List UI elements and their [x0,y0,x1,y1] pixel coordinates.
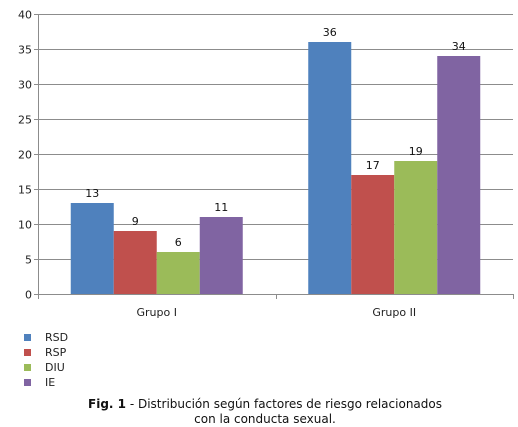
bar-chart: 0 5 10 15 20 25 30 35 40 13 9 6 11 Grupo I 36 17 19 34 Gr… [18,9,514,319]
x-category-label: Grupo I [137,306,177,319]
y-tick-label: 25 [18,114,32,127]
axes: 0 5 10 15 20 25 30 35 40 [18,9,514,302]
legend-item: DIU [24,360,68,375]
figure-caption: Fig. 1 - Distribución según factores de … [60,397,470,427]
legend-item: RSD [24,330,68,345]
legend-swatch [24,349,31,356]
bar-ie-2 [437,56,481,294]
data-label: 13 [85,187,99,200]
bar-rsp-1 [113,231,157,294]
bar-diu-1 [156,252,200,294]
data-label: 19 [409,145,423,158]
legend-swatch [24,379,31,386]
data-label: 36 [323,26,337,39]
y-tick-label: 20 [18,149,32,162]
labels: 13 9 6 11 Grupo I 36 17 19 34 Grupo II [85,26,466,319]
legend-label: IE [45,376,56,389]
caption-text: - Distribución según factores de riesgo … [126,397,442,411]
y-tick-label: 5 [25,254,32,267]
y-tick-label: 15 [18,184,32,197]
legend-label: RSP [45,346,67,359]
bar-rsd-2 [308,42,352,294]
y-tick-label: 10 [18,219,32,232]
caption-fig-label: Fig. 1 [88,397,127,411]
bars [70,42,481,294]
legend-item: IE [24,375,68,390]
chart-legend: RSD RSP DIU IE [24,330,68,390]
data-label: 17 [366,159,380,172]
legend-swatch [24,334,31,341]
data-label: 34 [452,40,466,53]
bar-rsd-1 [70,203,114,294]
y-tick-label: 0 [25,289,32,302]
bar-rsp-2 [351,175,395,294]
legend-label: DIU [45,361,65,374]
y-tick-label: 40 [18,9,32,22]
data-label: 6 [175,236,182,249]
data-label: 9 [132,215,139,228]
grid-lines [38,14,513,260]
caption-line2: con la conducta sexual. [194,412,336,426]
legend-label: RSD [45,331,69,344]
x-category-label: Grupo II [372,306,416,319]
legend-swatch [24,364,31,371]
y-tick-label: 30 [18,79,32,92]
bar-diu-2 [394,161,438,294]
legend-item: RSP [24,345,68,360]
y-tick-label: 35 [18,44,32,57]
bar-ie-1 [199,217,243,294]
data-label: 11 [214,201,228,214]
